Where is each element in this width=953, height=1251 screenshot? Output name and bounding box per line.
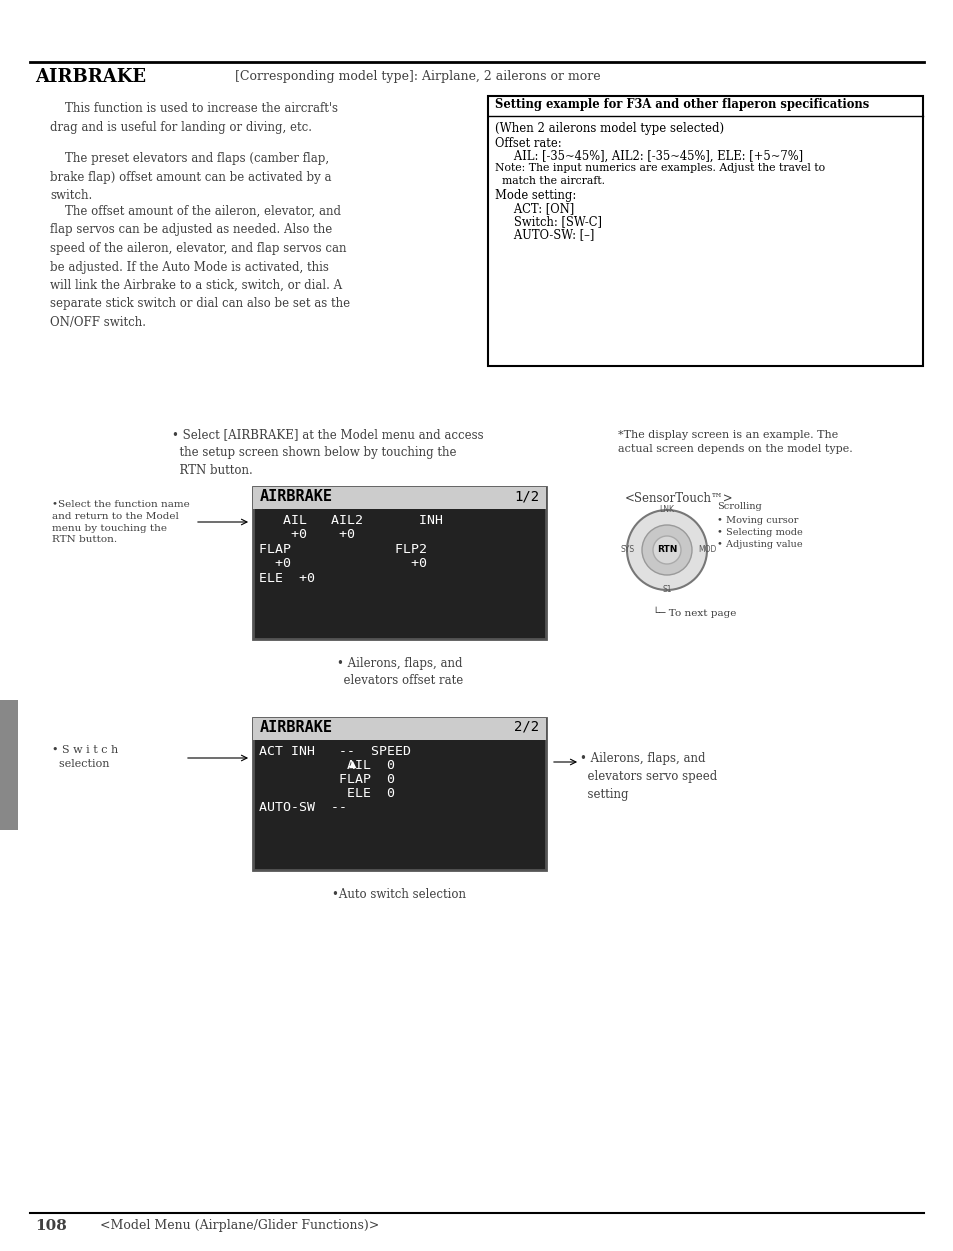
Text: (When 2 ailerons model type selected): (When 2 ailerons model type selected) <box>495 123 723 135</box>
Text: Offset rate:: Offset rate: <box>495 138 561 150</box>
Text: • S w i t c h
  selection: • S w i t c h selection <box>52 746 118 769</box>
Circle shape <box>652 535 680 564</box>
Bar <box>253 718 545 741</box>
Text: └─ To next page: └─ To next page <box>652 607 736 618</box>
Text: •Select the function name
and return to the Model
menu by touching the
RTN butto: •Select the function name and return to … <box>52 500 190 544</box>
Text: Note: The input numerics are examples. Adjust the travel to: Note: The input numerics are examples. A… <box>495 163 824 173</box>
Text: ELE  0: ELE 0 <box>258 787 395 799</box>
Bar <box>253 718 545 869</box>
Bar <box>253 487 545 509</box>
Text: AUTO-SW: [–]: AUTO-SW: [–] <box>502 228 594 241</box>
Text: • Ailerons, flaps, and
  elevators servo speed
  setting: • Ailerons, flaps, and elevators servo s… <box>579 752 717 801</box>
Text: AUTO-SW  --: AUTO-SW -- <box>258 801 347 814</box>
Text: • Adjusting value: • Adjusting value <box>717 540 801 549</box>
Text: ▲: ▲ <box>349 759 356 769</box>
Text: This function is used to increase the aircraft's
drag and is useful for landing : This function is used to increase the ai… <box>50 103 337 134</box>
Text: match the aircraft.: match the aircraft. <box>495 176 604 186</box>
Circle shape <box>626 510 706 590</box>
Text: • Moving cursor: • Moving cursor <box>717 515 798 525</box>
Text: <Model Menu (Airplane/Glider Functions)>: <Model Menu (Airplane/Glider Functions)> <box>100 1218 379 1232</box>
Text: +0               +0: +0 +0 <box>258 557 427 570</box>
Text: Setting example for F3A and other flaperon specifications: Setting example for F3A and other flaper… <box>495 98 868 111</box>
Bar <box>0 701 18 829</box>
Text: AIRBRAKE: AIRBRAKE <box>260 721 333 736</box>
Text: LNK: LNK <box>659 505 674 514</box>
Text: SYS: SYS <box>620 545 635 554</box>
Bar <box>253 487 545 639</box>
Text: Mode setting:: Mode setting: <box>495 189 576 201</box>
Text: AIRBRAKE: AIRBRAKE <box>35 68 146 86</box>
Text: •Auto switch selection: •Auto switch selection <box>333 888 466 901</box>
Text: S1: S1 <box>661 585 671 594</box>
Text: [Corresponding model type]: Airplane, 2 ailerons or more: [Corresponding model type]: Airplane, 2 … <box>234 70 600 83</box>
Text: AIRBRAKE: AIRBRAKE <box>260 489 333 504</box>
Circle shape <box>641 525 691 575</box>
Text: ACT: [ON]: ACT: [ON] <box>502 201 574 215</box>
Text: 108: 108 <box>35 1218 67 1233</box>
Text: <SensorTouch™>: <SensorTouch™> <box>624 492 733 505</box>
Text: *The display screen is an example. The
actual screen depends on the model type.: *The display screen is an example. The a… <box>618 430 852 454</box>
Text: • Ailerons, flaps, and
  elevators offset rate: • Ailerons, flaps, and elevators offset … <box>335 657 462 687</box>
Text: Scrolling: Scrolling <box>717 502 760 510</box>
Text: • Select [AIRBRAKE] at the Model menu and access
  the setup screen shown below : • Select [AIRBRAKE] at the Model menu an… <box>172 428 483 477</box>
Text: The preset elevators and flaps (camber flap,
brake flap) offset amount can be ac: The preset elevators and flaps (camber f… <box>50 153 331 201</box>
Text: RTN: RTN <box>656 545 677 554</box>
Text: FLAP  0: FLAP 0 <box>258 773 395 786</box>
Text: +0    +0: +0 +0 <box>258 528 355 540</box>
Text: • Selecting mode: • Selecting mode <box>717 528 801 537</box>
Text: ELE  +0: ELE +0 <box>258 572 314 585</box>
Text: Switch: [SW-C]: Switch: [SW-C] <box>502 215 601 228</box>
Text: MOD: MOD <box>697 545 716 554</box>
Text: The offset amount of the aileron, elevator, and
flap servos can be adjusted as n: The offset amount of the aileron, elevat… <box>50 205 350 329</box>
Text: FLAP             FLP2: FLAP FLP2 <box>258 543 427 555</box>
Text: AIL: [-35~45%], AIL2: [-35~45%], ELE: [+5~7%]: AIL: [-35~45%], AIL2: [-35~45%], ELE: [+… <box>502 150 802 163</box>
Text: ACT INH   --  SPEED: ACT INH -- SPEED <box>258 746 411 758</box>
Text: AIL   AIL2       INH: AIL AIL2 INH <box>258 514 442 527</box>
Text: AIL  0: AIL 0 <box>258 759 395 772</box>
Text: 2/2: 2/2 <box>514 721 538 734</box>
Bar <box>488 96 923 367</box>
Text: 1/2: 1/2 <box>514 489 538 503</box>
